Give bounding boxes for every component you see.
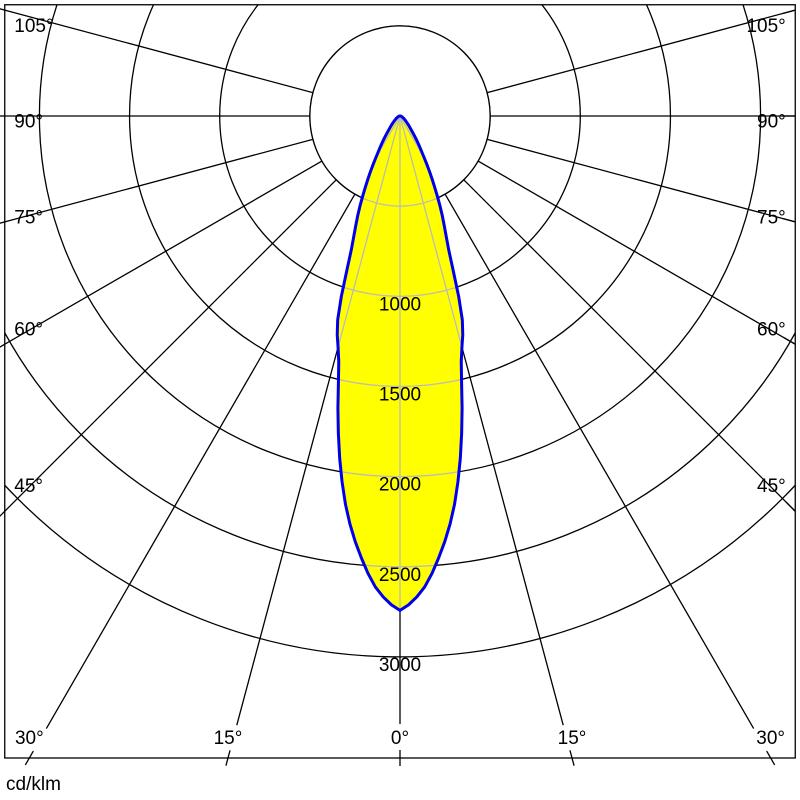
svg-text:45°: 45° — [14, 476, 43, 497]
svg-text:105°: 105° — [14, 16, 53, 37]
svg-text:1000: 1000 — [379, 294, 421, 315]
svg-text:60°: 60° — [757, 319, 786, 340]
svg-text:3000: 3000 — [379, 655, 421, 676]
svg-text:60°: 60° — [14, 319, 43, 340]
svg-text:2500: 2500 — [379, 565, 421, 586]
svg-text:15°: 15° — [214, 728, 243, 749]
svg-text:45°: 45° — [757, 476, 786, 497]
svg-text:105°: 105° — [746, 16, 785, 37]
svg-text:30°: 30° — [15, 728, 44, 749]
svg-text:15°: 15° — [558, 728, 587, 749]
svg-text:75°: 75° — [757, 207, 786, 228]
svg-text:75°: 75° — [14, 207, 43, 228]
svg-text:90°: 90° — [14, 112, 43, 133]
svg-text:30°: 30° — [756, 728, 785, 749]
svg-text:0°: 0° — [391, 728, 409, 749]
svg-text:90°: 90° — [757, 112, 786, 133]
svg-text:1500: 1500 — [379, 384, 421, 405]
svg-text:2000: 2000 — [379, 475, 421, 496]
svg-text:cd/klm: cd/klm — [6, 774, 61, 795]
